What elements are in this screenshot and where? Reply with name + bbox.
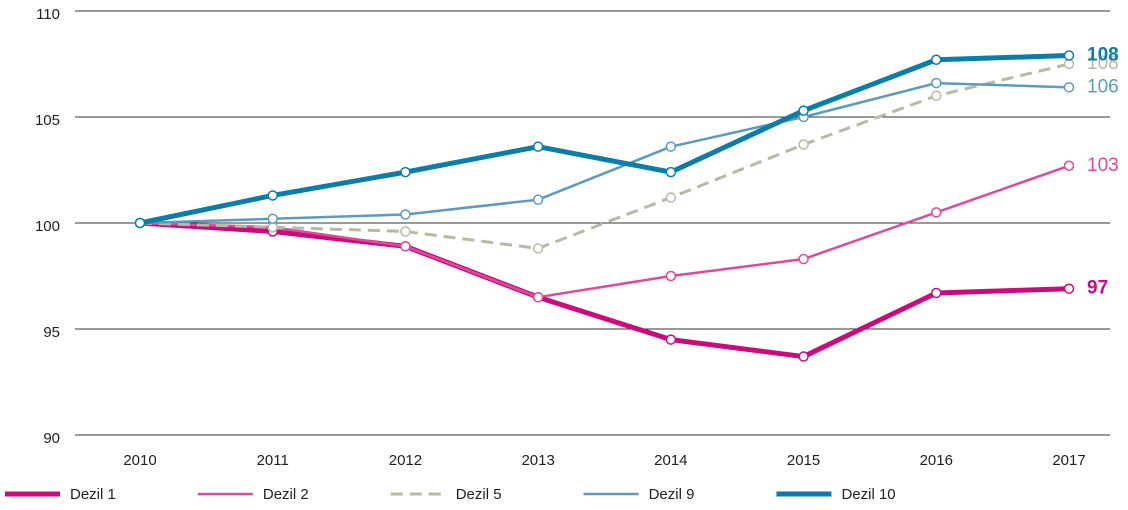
point-marker bbox=[267, 221, 278, 233]
x-tick-label: 2017 bbox=[1052, 452, 1085, 469]
point-marker bbox=[267, 190, 278, 201]
point-marker bbox=[400, 209, 411, 220]
value-label: 103 bbox=[1087, 155, 1119, 176]
x-tick-label: 2014 bbox=[654, 452, 687, 469]
point-marker bbox=[798, 105, 809, 116]
point-marker bbox=[798, 139, 809, 150]
series-line bbox=[139, 220, 1070, 360]
legend-label: Dezil 9 bbox=[649, 486, 695, 503]
x-tick-label: 2011 bbox=[257, 452, 289, 469]
series-line bbox=[139, 62, 1070, 250]
point-marker bbox=[798, 253, 809, 265]
value-label: 108 bbox=[1087, 45, 1119, 66]
y-tick-label: 95 bbox=[43, 324, 60, 341]
legend-label: Dezil 1 bbox=[70, 486, 116, 503]
y-tick-label: 100 bbox=[35, 218, 60, 235]
series-line bbox=[139, 81, 1070, 225]
point-marker bbox=[400, 241, 411, 252]
legend-label: Dezil 2 bbox=[263, 486, 309, 503]
point-marker bbox=[931, 54, 942, 66]
point-marker bbox=[532, 243, 544, 254]
legend-label: Dezil 10 bbox=[841, 486, 895, 503]
x-tick-label: 2015 bbox=[787, 452, 820, 469]
legend-label: Dezil 5 bbox=[456, 486, 502, 503]
point-marker bbox=[1063, 50, 1075, 61]
point-marker bbox=[267, 213, 278, 225]
x-tick-label: 2010 bbox=[123, 452, 156, 469]
series-line bbox=[139, 53, 1070, 226]
point-marker bbox=[931, 207, 942, 218]
point-marker bbox=[1063, 82, 1075, 93]
point-marker bbox=[400, 166, 411, 178]
point-marker bbox=[665, 192, 677, 203]
point-marker bbox=[665, 334, 677, 345]
x-tick-label: 2013 bbox=[521, 452, 554, 469]
point-marker bbox=[665, 166, 677, 178]
point-marker bbox=[532, 141, 544, 152]
x-tick-label: 2012 bbox=[389, 452, 422, 469]
point-marker bbox=[1063, 160, 1075, 172]
point-marker bbox=[532, 194, 544, 205]
point-marker bbox=[665, 270, 677, 282]
y-tick-label: 110 bbox=[36, 6, 60, 23]
point-marker bbox=[931, 77, 942, 89]
value-label: 108 bbox=[1087, 53, 1119, 74]
point-marker bbox=[931, 287, 942, 299]
y-tick-label: 90 bbox=[43, 430, 60, 447]
point-marker bbox=[665, 141, 677, 152]
point-marker bbox=[931, 90, 942, 102]
y-tick-label: 105 bbox=[35, 112, 60, 129]
value-label: 106 bbox=[1087, 76, 1119, 97]
point-marker bbox=[798, 351, 809, 362]
point-marker bbox=[1063, 283, 1075, 294]
point-marker bbox=[532, 291, 544, 303]
point-marker bbox=[1063, 58, 1075, 70]
value-label: 97 bbox=[1087, 278, 1108, 299]
point-marker bbox=[400, 226, 411, 237]
x-tick-label: 2016 bbox=[920, 452, 953, 469]
series-line bbox=[139, 164, 1070, 299]
point-marker bbox=[134, 217, 146, 229]
